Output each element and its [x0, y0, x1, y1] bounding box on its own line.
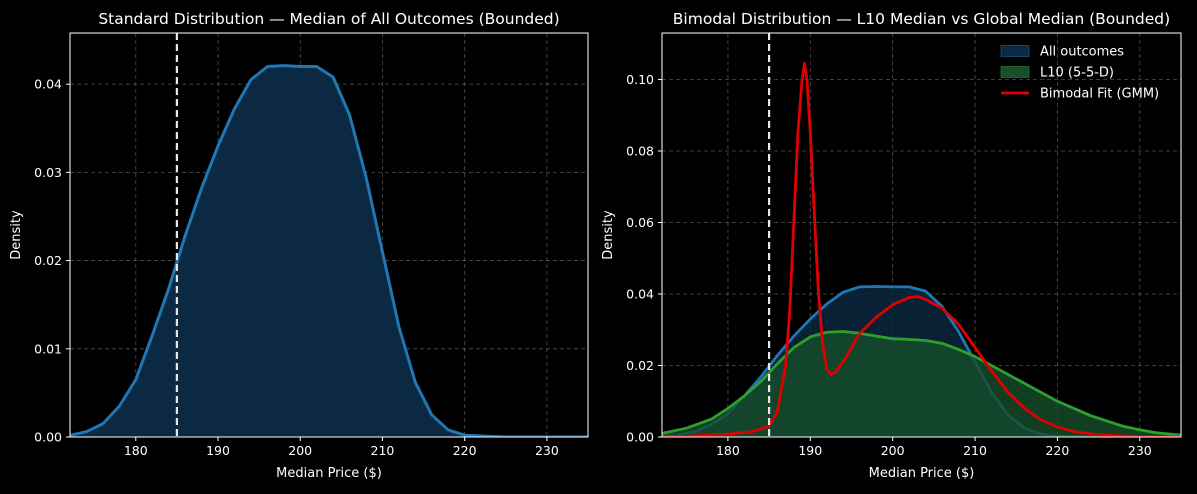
series-fill-1 — [70, 65, 588, 437]
legend-swatch — [1000, 66, 1030, 78]
chart-panel-1: 180 190 200 210 220 230 0.00 0.01 0.02 0.03 0.04 St… — [9, 10, 589, 481]
axes-frame — [69, 32, 589, 438]
y-axis-label: Density — [9, 210, 24, 260]
y-tick-label: 0.10 — [626, 72, 654, 87]
legend-swatch — [1000, 45, 1030, 57]
x-axis-label: Median Price ($) — [276, 466, 382, 481]
x-tick-label: 220 — [453, 443, 477, 458]
series-line-2 — [662, 330, 1181, 437]
chart-title: Standard Distribution — Median of All Ou… — [98, 10, 559, 28]
y-tick-label: 0.08 — [626, 143, 654, 158]
series-line-3 — [662, 61, 1181, 437]
series-fill-2 — [662, 331, 1181, 437]
axes-frame — [661, 32, 1182, 438]
chart-title: Bimodal Distribution — L10 Median vs Glo… — [673, 10, 1170, 28]
x-tick-label: 220 — [1045, 443, 1069, 458]
x-tick-label: 230 — [1128, 443, 1152, 458]
plot-area — [70, 64, 588, 437]
legend-entry: L10 (5-5-D) — [1040, 66, 1114, 81]
y-tick-label: 0.02 — [626, 358, 654, 373]
x-tick-label: 180 — [716, 443, 740, 458]
y-tick-label: 0.04 — [626, 286, 654, 301]
legend-entry: All outcomes — [1040, 45, 1124, 60]
x-tick-label: 190 — [206, 443, 230, 458]
legend: All outcomes L10 (5-5-D) Bimodal Fit (GMM) — [1000, 45, 1159, 102]
x-tick-label: 200 — [881, 443, 905, 458]
x-tick-label: 210 — [963, 443, 987, 458]
y-tick-label: 0.01 — [34, 341, 62, 356]
y-tick-label: 0.00 — [34, 430, 62, 445]
y-tick-label: 0.02 — [34, 253, 62, 268]
y-tick-label: 0.03 — [34, 165, 62, 180]
chart-panel-2: 180 190 200 210 220 230 0.00 0.02 0.04 0.06 0.08 0.… — [601, 10, 1182, 481]
y-tick-label: 0.00 — [626, 430, 654, 445]
x-tick-label: 230 — [535, 443, 559, 458]
x-tick-label: 210 — [371, 443, 395, 458]
x-tick-label: 200 — [288, 443, 312, 458]
x-tick-label: 180 — [124, 443, 148, 458]
y-tick-label: 0.06 — [626, 215, 654, 230]
y-axis-label: Density — [601, 210, 616, 260]
series-line-1 — [70, 64, 588, 437]
x-tick-label: 190 — [798, 443, 822, 458]
y-tick-label: 0.04 — [34, 77, 62, 92]
x-axis-label: Median Price ($) — [869, 466, 975, 481]
plot-area — [662, 61, 1181, 437]
legend-entry: Bimodal Fit (GMM) — [1040, 87, 1159, 102]
